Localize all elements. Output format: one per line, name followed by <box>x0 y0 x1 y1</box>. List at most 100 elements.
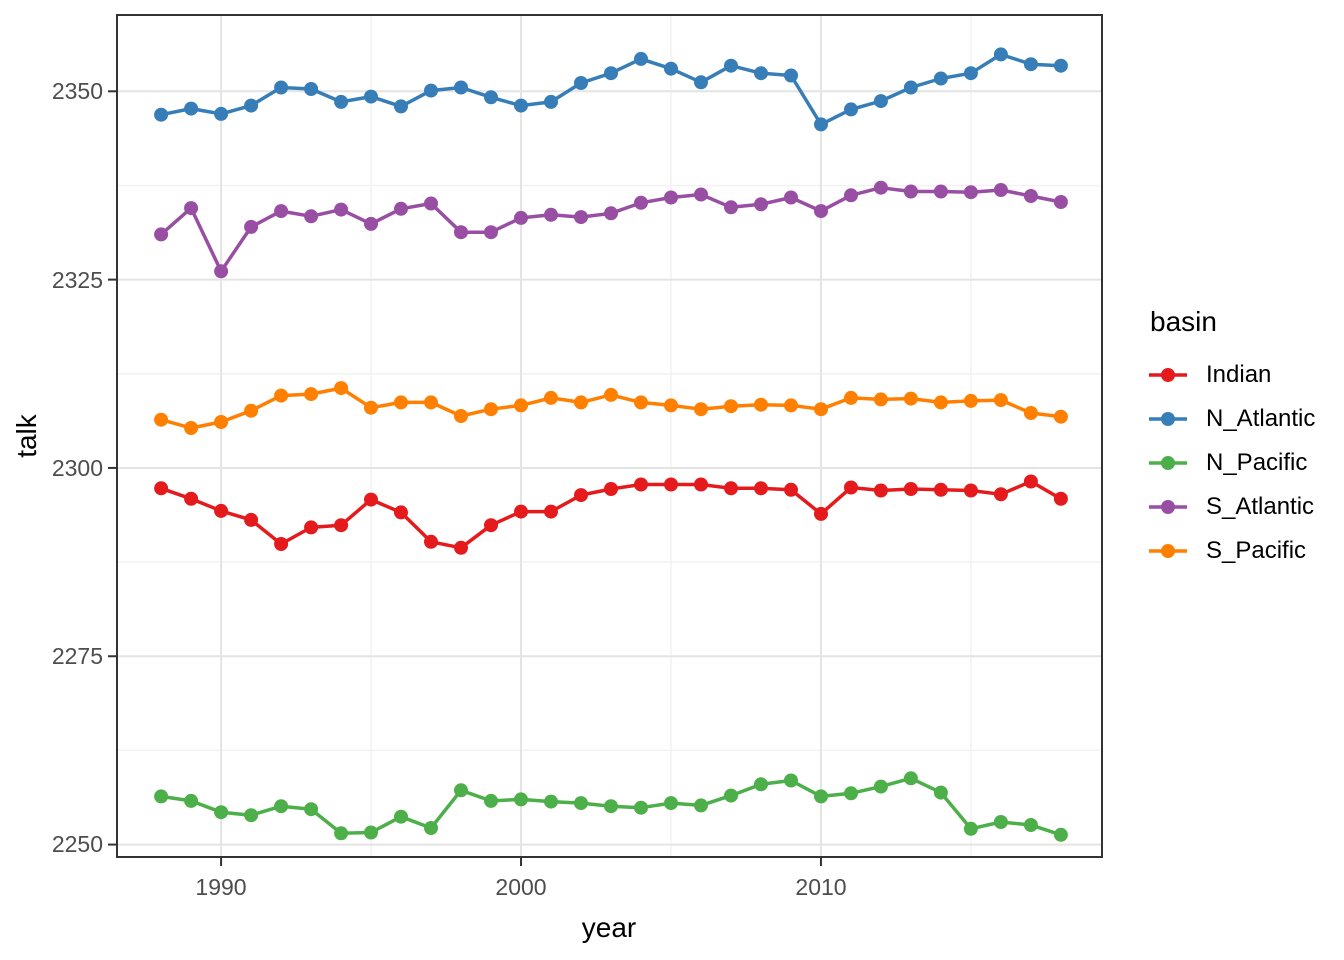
data-point-N_Pacific <box>1023 818 1038 832</box>
data-point-N_Atlantic <box>574 76 588 90</box>
data-point-S_Pacific <box>334 381 349 396</box>
data-point-Indian <box>694 477 708 492</box>
data-point-N_Pacific <box>334 826 349 841</box>
data-point-N_Atlantic <box>334 94 349 109</box>
data-point-S_Pacific <box>724 399 738 414</box>
data-point-S_Atlantic <box>903 184 918 199</box>
legend-label: N_Pacific <box>1206 449 1308 476</box>
data-point-S_Pacific <box>364 400 378 415</box>
legend-label: S_Pacific <box>1206 537 1307 564</box>
data-point-N_Pacific <box>274 799 289 814</box>
legend-title: basin <box>1150 306 1217 337</box>
legend-entry: N_Atlantic <box>1148 397 1315 441</box>
data-point-S_Atlantic <box>214 264 229 279</box>
data-point-Indian <box>514 504 528 519</box>
data-point-S_Pacific <box>454 409 468 423</box>
data-point-Indian <box>784 482 798 497</box>
data-point-N_Pacific <box>154 789 169 804</box>
data-point-N_Atlantic <box>514 98 528 113</box>
data-point-S_Atlantic <box>664 190 678 205</box>
data-point-S_Atlantic <box>814 204 828 219</box>
data-point-Indian <box>604 482 618 496</box>
data-point-S_Atlantic <box>694 187 708 202</box>
data-point-N_Pacific <box>454 783 468 798</box>
data-point-S_Pacific <box>814 402 828 417</box>
data-point-S_Pacific <box>664 398 678 413</box>
data-point-N_Pacific <box>304 802 319 817</box>
data-point-N_Pacific <box>424 821 438 835</box>
data-point-N_Atlantic <box>214 106 229 121</box>
data-point-N_Atlantic <box>993 47 1008 62</box>
data-point-S_Pacific <box>544 390 558 405</box>
data-point-S_Pacific <box>784 398 798 413</box>
legend-label: N_Atlantic <box>1206 405 1316 432</box>
y-tick-label: 2250 <box>51 831 103 857</box>
data-point-S_Atlantic <box>873 180 888 195</box>
data-point-N_Atlantic <box>873 94 888 109</box>
x-tick-label: 2000 <box>495 874 547 900</box>
data-point-N_Atlantic <box>664 61 678 76</box>
data-point-N_Atlantic <box>724 58 738 73</box>
data-point-S_Atlantic <box>844 188 858 203</box>
data-point-Indian <box>184 491 199 506</box>
data-point-N_Atlantic <box>694 75 708 90</box>
data-point-N_Pacific <box>364 825 378 840</box>
data-point-S_Atlantic <box>244 219 259 234</box>
data-point-N_Atlantic <box>484 90 498 105</box>
y-tick-label: 2275 <box>51 643 103 669</box>
data-point-S_Atlantic <box>963 185 978 200</box>
data-point-N_Atlantic <box>754 66 768 81</box>
data-point-Indian <box>304 520 319 535</box>
data-point-S_Pacific <box>993 393 1008 408</box>
data-point-S_Pacific <box>903 391 918 406</box>
data-point-S_Atlantic <box>993 183 1008 197</box>
data-point-N_Atlantic <box>604 66 618 81</box>
data-point-Indian <box>933 482 948 497</box>
data-point-N_Pacific <box>754 777 768 792</box>
data-point-N_Pacific <box>664 796 678 811</box>
data-point-S_Atlantic <box>634 195 648 210</box>
data-point-N_Pacific <box>184 793 199 808</box>
legend-key-icon <box>1149 500 1187 514</box>
data-point-N_Atlantic <box>544 94 558 109</box>
data-point-S_Atlantic <box>334 202 349 217</box>
y-axis-title: talk <box>11 414 42 458</box>
data-point-N_Pacific <box>784 773 798 788</box>
x-axis-title: year <box>581 912 637 943</box>
data-point-N_Atlantic <box>304 82 319 96</box>
data-point-Indian <box>634 477 648 492</box>
panel-border <box>116 14 1103 858</box>
legend-key-icon <box>1149 456 1187 470</box>
data-point-Indian <box>664 477 678 492</box>
x-tick-label: 2010 <box>795 874 847 900</box>
data-point-N_Atlantic <box>1023 57 1038 72</box>
data-point-S_Atlantic <box>454 225 468 240</box>
data-point-N_Pacific <box>244 808 259 823</box>
data-point-S_Atlantic <box>933 184 948 199</box>
data-point-S_Atlantic <box>304 209 319 224</box>
data-point-S_Atlantic <box>394 201 408 216</box>
data-point-N_Atlantic <box>454 80 468 95</box>
data-point-N_Atlantic <box>244 98 259 113</box>
data-point-S_Atlantic <box>484 225 498 240</box>
data-point-Indian <box>394 505 408 520</box>
data-point-Indian <box>1023 474 1038 489</box>
data-point-N_Pacific <box>514 792 528 807</box>
data-point-S_Atlantic <box>604 206 618 221</box>
data-point-Indian <box>903 482 918 496</box>
data-point-S_Pacific <box>844 390 858 405</box>
data-point-Indian <box>544 504 558 519</box>
legend-key-icon <box>1149 544 1187 558</box>
data-point-S_Atlantic <box>1023 189 1038 203</box>
data-point-S_Pacific <box>184 421 199 435</box>
data-point-N_Pacific <box>844 786 858 801</box>
data-point-Indian <box>754 481 768 496</box>
legend-key-icon <box>1149 368 1187 382</box>
legend-key-icon <box>1149 412 1187 426</box>
data-point-N_Atlantic <box>844 102 858 117</box>
panel-background <box>117 15 1102 857</box>
data-point-S_Atlantic <box>544 207 558 222</box>
legend-entry: S_Pacific <box>1148 529 1315 573</box>
data-point-S_Pacific <box>484 402 498 417</box>
